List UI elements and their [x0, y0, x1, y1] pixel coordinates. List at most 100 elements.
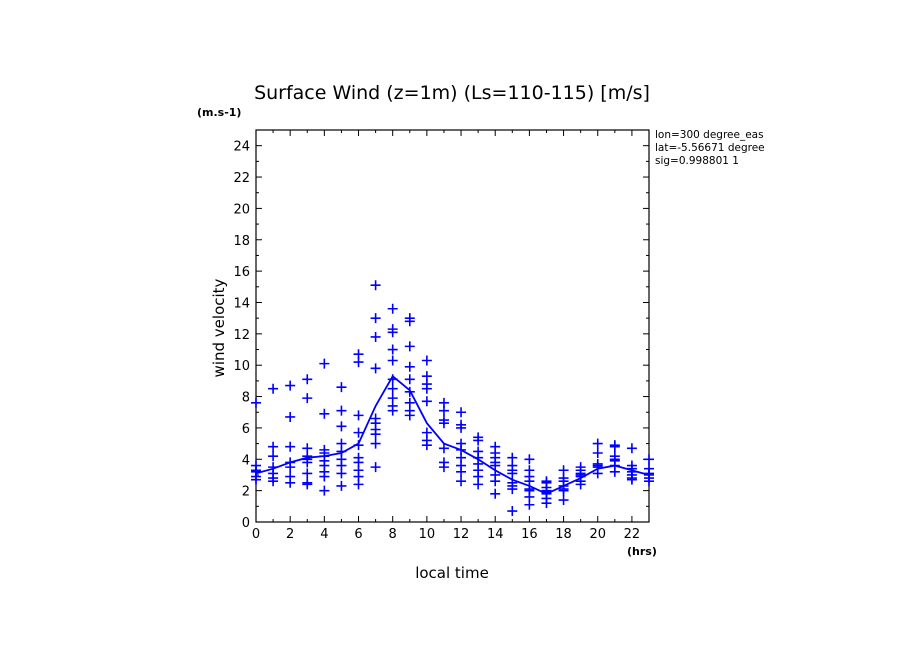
scatter-point: [421, 440, 432, 451]
scatter-point: [473, 435, 484, 446]
scatter-point: [370, 429, 381, 440]
scatter-point: [319, 471, 330, 482]
scatter-point: [251, 474, 261, 485]
scatter-point: [404, 361, 415, 372]
y-unit-label: (m.s-1): [197, 106, 241, 119]
scatter-point: [370, 280, 381, 291]
x-axis-label: local time: [415, 564, 489, 582]
scatter-point: [319, 408, 330, 419]
y-tick-label: 4: [242, 453, 250, 468]
scatter-point: [353, 479, 364, 490]
scatter-point: [302, 374, 313, 385]
scatter-point: [302, 393, 313, 404]
y-tick-label: 2: [242, 485, 250, 500]
scatter-point: [575, 479, 586, 490]
mean-line: [255, 374, 650, 495]
scatter-point: [421, 396, 432, 407]
scatter-point: [353, 410, 364, 421]
scatter-point: [507, 506, 518, 517]
scatter-point: [268, 383, 279, 394]
x-tick-label: 6: [354, 527, 362, 542]
x-tick-label: 22: [624, 527, 641, 542]
scatter-point: [251, 397, 261, 408]
info-lon: lon=300 degree_eas: [655, 129, 764, 141]
scatter-point: [285, 462, 296, 473]
x-tick-label: 2: [286, 527, 294, 542]
scatter-point: [353, 427, 364, 438]
y-tick-label: 6: [242, 422, 250, 437]
scatter-point: [626, 474, 637, 485]
scatter-point: [336, 421, 347, 432]
scatter-point: [541, 498, 552, 509]
scatter-point: [524, 499, 535, 510]
scatter-point: [302, 479, 313, 490]
scatter-point: [370, 462, 381, 473]
scatter-point: [353, 357, 364, 368]
scatter-point: [285, 477, 296, 488]
scatter-point: [524, 454, 535, 465]
scatter-point: [370, 331, 381, 342]
scatter-point: [285, 411, 296, 422]
scatter-point: [387, 327, 398, 338]
scatter-point: [268, 441, 279, 452]
scatter-point: [473, 479, 484, 490]
scatter-point: [456, 476, 467, 487]
scatter-point: [370, 438, 381, 449]
x-tick-label: 14: [487, 527, 504, 542]
scatter-point: [336, 405, 347, 416]
scatter-point: [387, 303, 398, 314]
y-tick-label: 16: [233, 265, 250, 280]
scatter-point: [507, 468, 518, 479]
scatter-point: [558, 495, 569, 506]
x-tick-label: 20: [589, 527, 606, 542]
y-tick-label: 8: [242, 391, 250, 406]
y-tick-label: 14: [233, 296, 250, 311]
x-tick-label: 4: [320, 527, 328, 542]
scatter-point: [438, 462, 449, 473]
scatter-point: [456, 466, 467, 477]
scatter-point: [490, 476, 501, 487]
scatter-point: [490, 488, 501, 499]
scatter-point: [438, 418, 449, 429]
scatter-point: [644, 454, 654, 465]
scatter-point: [421, 355, 432, 366]
scatter-point: [387, 344, 398, 355]
scatter-point: [609, 466, 620, 477]
scatter-point: [592, 438, 603, 449]
plot-frame: [255, 129, 650, 523]
scatter-point: [644, 476, 654, 487]
scatter-point: [626, 443, 637, 454]
x-tick-label: 0: [252, 527, 260, 542]
x-tick-label: 8: [389, 527, 397, 542]
y-tick-label: 0: [242, 516, 250, 531]
scatter-point: [302, 457, 313, 468]
scatter-point: [268, 451, 279, 462]
x-tick-label: 10: [419, 527, 436, 542]
scatter-point: [404, 341, 415, 352]
scatter-point: [387, 355, 398, 366]
scatter-point: [336, 382, 347, 393]
x-tick-label: 16: [521, 527, 538, 542]
scatter-point: [456, 407, 467, 418]
scatter-point: [285, 380, 296, 391]
scatter-point: [370, 363, 381, 374]
y-tick-label: 18: [233, 234, 250, 249]
scatter-point: [456, 422, 467, 433]
info-lat: lat=-5.56671 degree: [655, 142, 765, 154]
x-tick-label: 18: [555, 527, 572, 542]
scatter-point: [285, 441, 296, 452]
y-tick-label: 20: [233, 202, 250, 217]
scatter-point: [336, 480, 347, 491]
y-tick-label: 10: [233, 359, 250, 374]
scatter-point: [421, 383, 432, 394]
y-tick-label: 22: [233, 171, 250, 186]
scatter-point: [592, 468, 603, 479]
scatter-point: [370, 313, 381, 324]
scatter-point: [404, 374, 415, 385]
scatter-point: [438, 443, 449, 454]
y-axis-label: wind velocity: [210, 278, 228, 377]
scatter-point: [592, 448, 603, 459]
scatter-point: [404, 316, 415, 327]
